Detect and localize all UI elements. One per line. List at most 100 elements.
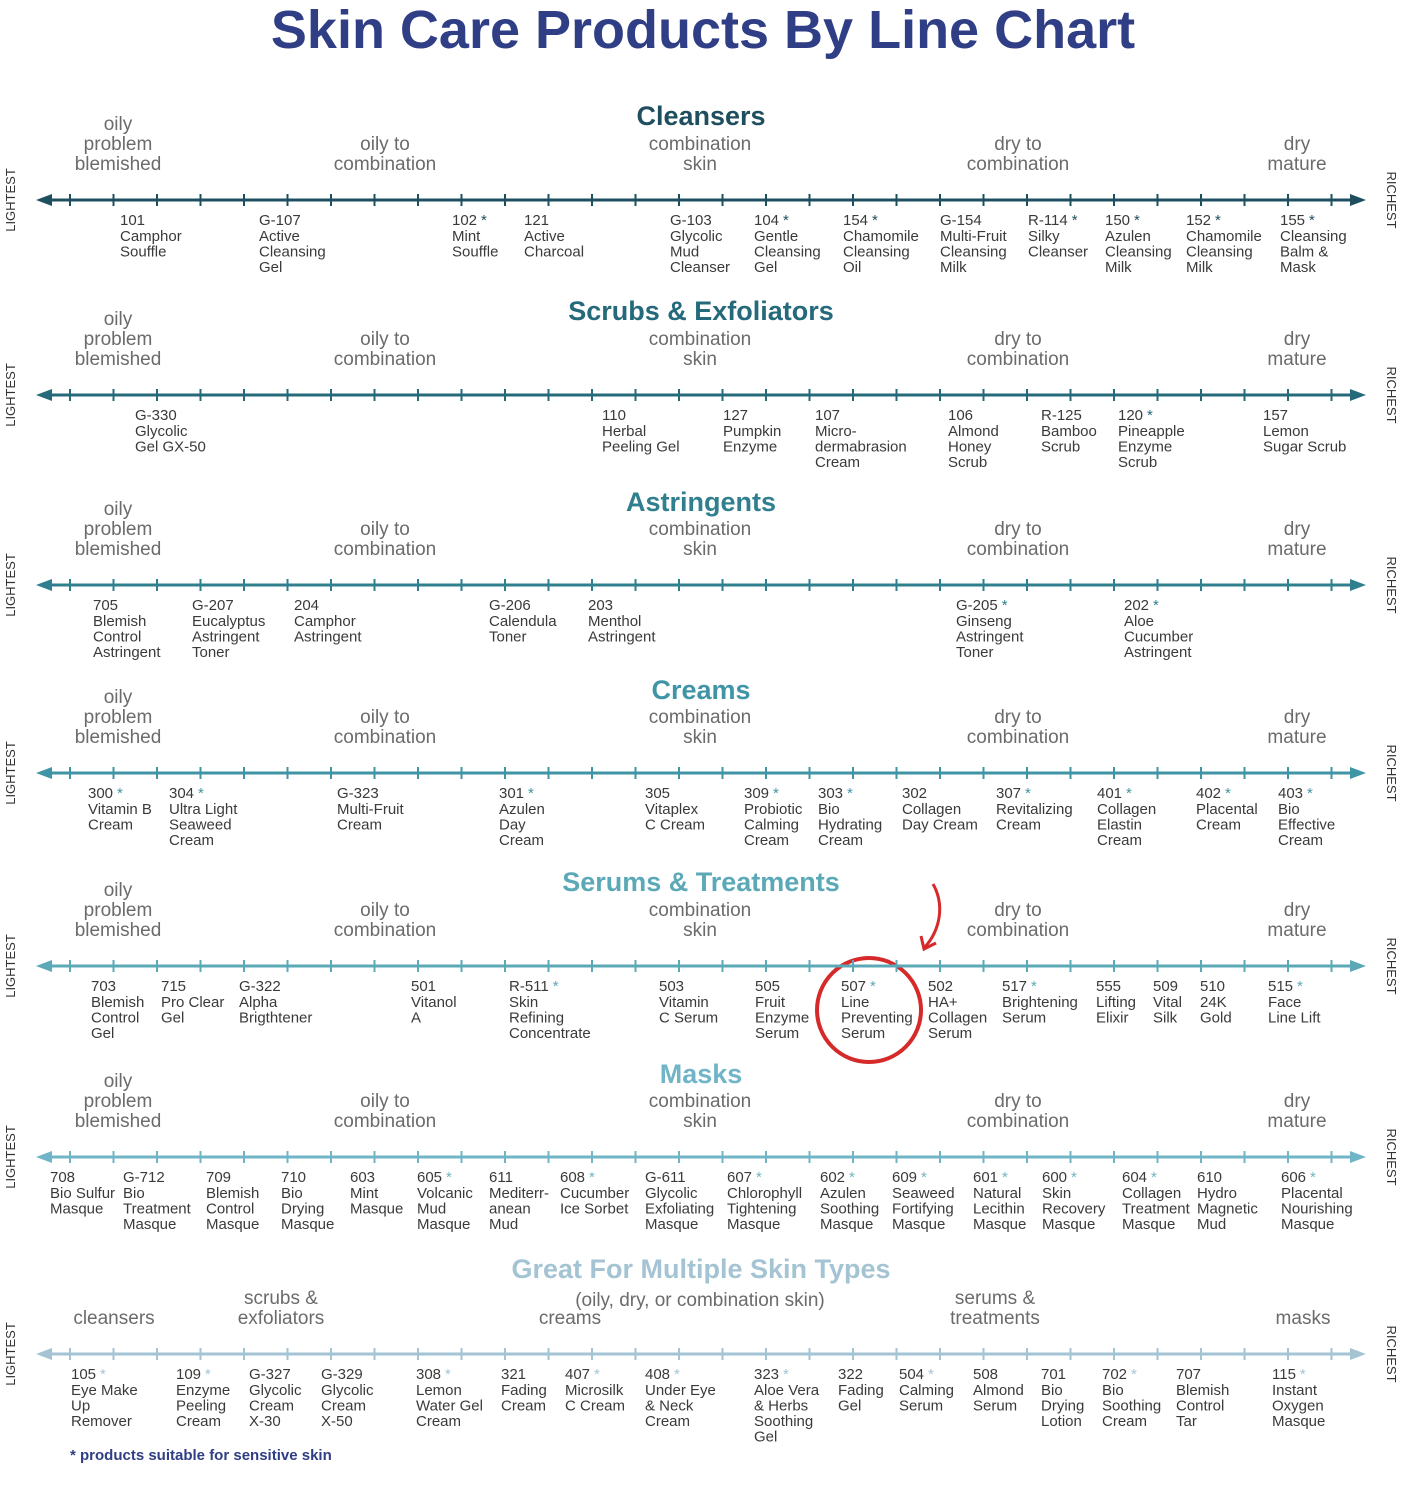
product-name: Charcoal (524, 244, 584, 261)
product-code-text: G-330 (135, 407, 177, 424)
product-code: G-322 (239, 978, 281, 995)
product-name: Multi-Fruit (940, 228, 1007, 245)
skin-type-label: problem (84, 519, 153, 540)
product-code: G-611 (645, 1169, 686, 1186)
product-name: Cleanser (670, 259, 730, 276)
product-code: 204 (294, 597, 319, 614)
skin-type-label: mature (1267, 727, 1326, 748)
product-code-text: 102 (452, 212, 477, 229)
skin-type-label: combination (649, 1091, 751, 1112)
product-name: Micro- (815, 423, 857, 440)
product-name: HA+ (928, 994, 958, 1011)
sensitive-mark: * (847, 785, 853, 802)
product-name: Astringent (192, 629, 260, 646)
product-code: G-107 (259, 212, 301, 229)
product-code-text: R-125 (1041, 407, 1082, 424)
product-name: Sugar Scrub (1263, 439, 1346, 456)
product-code: 504 * (899, 1366, 934, 1383)
skin-type-label: dry (1284, 900, 1311, 921)
product-code: 707 (1176, 1366, 1201, 1383)
product-name: Bio (1278, 801, 1300, 818)
product-name: Under Eye (645, 1382, 716, 1399)
product-name: Control (206, 1201, 254, 1218)
product-name: X-50 (321, 1413, 353, 1430)
product-code-text: 705 (93, 597, 118, 614)
product-name: Masque (820, 1216, 873, 1233)
sensitive-mark: * (783, 1366, 789, 1383)
product-name: X-30 (249, 1413, 281, 1430)
sensitive-mark: * (594, 1366, 600, 1383)
product-name: Cream (499, 832, 544, 849)
product-name: Chamomile (1186, 228, 1262, 245)
axis-arrow-right (1350, 389, 1366, 401)
sensitive-mark: * (783, 212, 789, 229)
product-code-text: 517 (1002, 978, 1027, 995)
product-code: G-327 (249, 1366, 291, 1383)
product-code-text: 204 (294, 597, 319, 614)
lightest-label: LIGHTEST (3, 553, 18, 617)
product-name: Multi-Fruit (337, 801, 404, 818)
skin-type-label: treatments (950, 1308, 1040, 1329)
product-code-text: 109 (176, 1366, 201, 1383)
product-code-text: 305 (645, 785, 670, 802)
skin-type-label: oily (104, 880, 133, 901)
skin-type-label: dry to (994, 329, 1042, 350)
product-name: Collagen (1122, 1185, 1181, 1202)
product-code-text: 605 (417, 1169, 442, 1186)
product-code: 603 (350, 1169, 375, 1186)
product-code: 301 * (499, 785, 534, 802)
product-name: Control (1176, 1398, 1224, 1415)
product-name: Mud (489, 1216, 518, 1233)
lightest-label: LIGHTEST (3, 1125, 18, 1189)
skin-type-label: exfoliators (238, 1308, 325, 1329)
product-name: Serum (928, 1025, 972, 1042)
product-code: 105 * (71, 1366, 106, 1383)
product-name: Elixir (1096, 1010, 1129, 1027)
product-code-text: 408 (645, 1366, 670, 1383)
product-name: Tightening (727, 1201, 797, 1218)
section-heading: Creams (651, 675, 750, 705)
product-code-text: 303 (818, 785, 843, 802)
product-name: Mud (417, 1201, 446, 1218)
skin-type-label: blemished (75, 727, 162, 748)
product-name: Blemish (206, 1185, 259, 1202)
product-name: Day (499, 817, 526, 834)
skin-type-label: combination (967, 1111, 1069, 1132)
sensitive-mark: * (1002, 597, 1008, 614)
product-name: Skin (509, 994, 538, 1011)
product-name: Gel (259, 259, 282, 276)
product-name: Masque (1272, 1413, 1325, 1430)
product-name: Line Lift (1268, 1010, 1321, 1027)
skin-type-label: combination (649, 329, 751, 350)
axis-arrow-left (36, 1151, 52, 1163)
product-name: Line (841, 994, 869, 1011)
product-code-text: 509 (1153, 978, 1178, 995)
product-name: Serum (841, 1025, 885, 1042)
richest-label: RICHEST (1384, 744, 1399, 801)
product-name: Masque (417, 1216, 470, 1233)
product-name: Ginseng (956, 613, 1012, 630)
product-name: Mud (1197, 1216, 1226, 1233)
sensitive-mark: * (117, 785, 123, 802)
product-code: 115 * (1272, 1366, 1306, 1383)
skin-type-label: blemished (75, 349, 162, 370)
product-name: Vital (1153, 994, 1182, 1011)
